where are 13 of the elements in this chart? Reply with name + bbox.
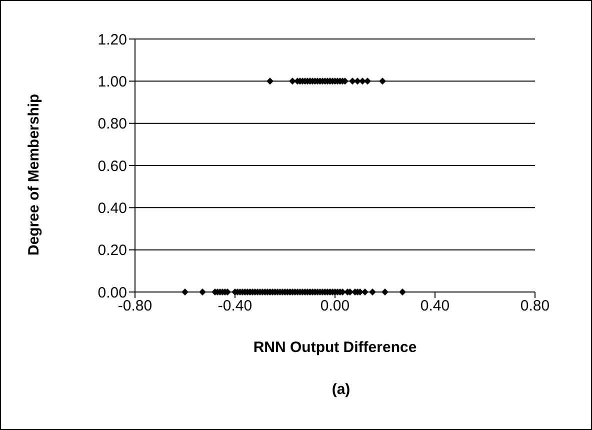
x-tick-label: 0.40 [420,298,450,315]
y-axis-title: Degree of Membership [25,94,42,256]
y-tick-label: 0.60 [98,158,127,175]
x-axis-title: RNN Output Difference [253,339,417,356]
x-tick-label: 0.80 [520,298,550,315]
x-tick-label: 0.00 [320,298,350,315]
y-tick-label: 1.00 [98,73,127,90]
y-tick-label: 1.20 [98,31,127,48]
text: (a) [330,381,352,398]
x-tick-label: -0.40 [218,298,252,315]
y-tick-label: 0.20 [98,242,127,260]
y-tick-label: 0.80 [98,116,127,133]
y-tick-label: 0.40 [98,200,127,217]
